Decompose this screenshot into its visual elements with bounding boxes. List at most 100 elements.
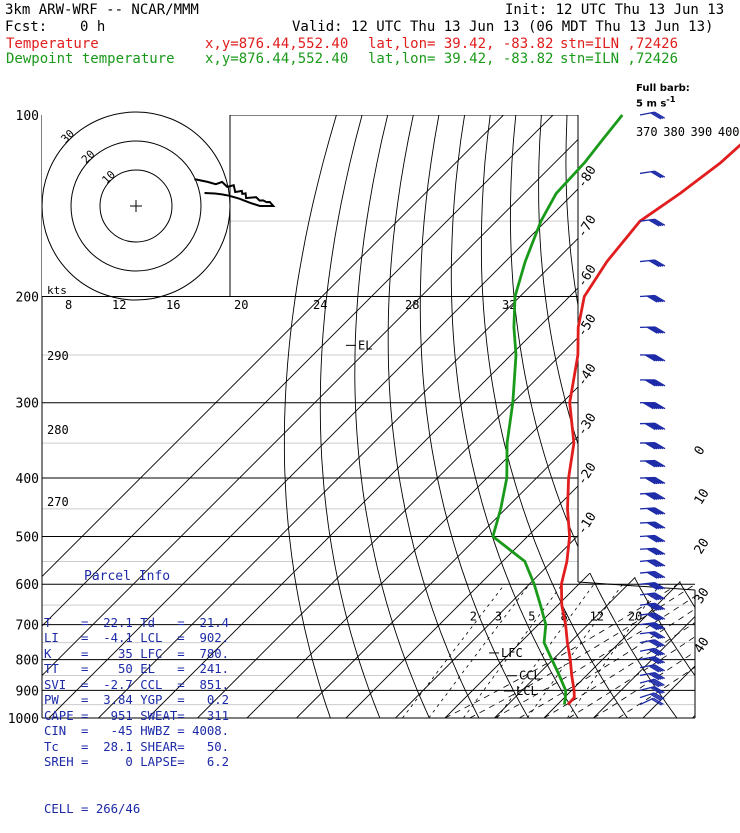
wind-barb [640,171,665,178]
level-marker-label: LFC [501,646,523,660]
pressure-tick-label: 500 [16,530,39,545]
temperature-xy: x,y=876.44,552.40 [205,36,348,52]
temperature-axis-label: 8 [65,298,72,312]
wind-barb [640,219,665,226]
wind-barb [640,380,665,386]
moist-adiabat [594,297,740,719]
theta-left-label: 280 [47,423,69,437]
mixing-ratio-label: 3 [495,610,502,624]
moist-adiabat [519,297,740,719]
temperature-legend: Temperature [6,36,99,52]
forecast-hour: 0 h [80,19,105,35]
full-barb-line1: Full barb: [636,83,690,94]
parcel-row: CIN = -45 HWBZ = 4008. [44,724,230,740]
wind-barb [640,572,665,579]
pressure-tick-label: 900 [16,684,39,699]
isotherm-tick-label: 20 [692,536,713,557]
parcel-row: CAPE = 951 SWEAT= 311 [44,709,230,725]
isotherm-line [346,115,740,718]
temperature-latlon: lat,lon= 39.42, -83.82 [368,36,553,52]
theta-tick-label: 390 [691,125,713,139]
isotherm-line [148,115,740,718]
mixing-ratio-label: 12 [590,610,604,624]
dry-adiabat [355,115,430,718]
temperature-axis-label: 20 [234,298,248,312]
valid-time: Valid: 12 UTC Thu 13 Jun 13 (06 MDT Thu … [292,19,713,35]
full-barb-exponent: -1 [666,94,675,104]
wind-barb [640,640,665,647]
isotherm-line [396,115,740,718]
temperature-axis-label: 16 [166,298,180,312]
right-axis-step [578,582,695,590]
level-marker-label: CCL [519,669,541,683]
wind-barb [640,560,665,567]
wind-barb [640,613,665,620]
hodograph-units: kts [47,284,67,297]
temperature-axis-label: 24 [313,298,327,312]
moist-adiabat [618,297,740,719]
wind-barb [640,477,665,483]
parcel-row: SREH = 0 LAPSE= 6.2 [44,755,230,771]
wind-barb [640,522,665,528]
pressure-tick-label: 200 [16,291,39,306]
full-barb-legend: Full barb: 5 m s-1 [636,84,690,109]
wind-barb [640,327,665,333]
pressure-tick-label: 700 [16,619,39,634]
mixing-ratio-label: 20 [628,610,642,624]
dry-adiabat [695,115,740,718]
isotherm-line [247,115,740,718]
dry-adiabat [481,115,627,718]
parcel-row: LI = -4.1 LCL = 902. [44,631,230,647]
wind-barb [640,403,665,409]
mixing-ratio-line [403,584,505,718]
isotherm-line [297,115,740,718]
isotherm-tick-label: 10 [692,486,713,507]
theta-tick-label: 380 [663,125,685,139]
wind-barb [640,593,665,600]
dry-adiabat [451,115,578,718]
parcel-row: T = 22.1 Td = 21.4 [44,616,230,632]
dewpoint-xy: x,y=876.44,552.40 [205,51,348,67]
temperature-axis-label: 12 [112,298,126,312]
parcel-row: K = 35 LFC = 780. [44,647,230,663]
pressure-tick-label: 100 [16,109,39,124]
wind-barb [640,632,665,639]
wind-barb [640,260,665,267]
theta-left-label: 290 [47,349,69,363]
moist-adiabat [544,297,740,719]
mixing-ratio-label: 5 [528,610,535,624]
parcel-row: SVI = -2.7 CCL = 851. [44,678,230,694]
dry-adiabat [593,115,740,718]
wind-barb [640,536,665,542]
model-title: 3km ARW-WRF -- NCAR/MMM [5,2,199,18]
wind-barb [640,657,665,664]
parcel-row: PW = 3.84 YGP = 0.2 [44,693,230,709]
isotherm-line [495,115,740,718]
wind-barb [640,443,665,449]
pressure-tick-label: 1000 [8,712,39,727]
isotherm-line [594,115,740,718]
isotherm-line [693,115,740,718]
temperature-axis-label: 28 [405,298,419,312]
isotherm-tick-label: 0 [692,444,709,459]
dewpoint-latlon: lat,lon= 39.42, -83.82 [368,51,553,67]
dewpoint-legend: Dewpoint temperature [6,51,175,67]
pressure-tick-label: 800 [16,654,39,669]
wind-barb [640,493,665,500]
dewpoint-station: stn=ILN ,72426 [560,51,678,67]
dry-adiabat [618,115,740,718]
dry-adiabat [388,115,479,718]
wind-barb [640,548,665,554]
wind-barb [640,673,665,680]
parcel-row: Tc = 28.1 SHEAR= 50. [44,740,230,756]
pressure-tick-label: 600 [16,578,39,593]
level-marker-label: EL [358,338,372,352]
wind-barb [640,648,665,655]
level-marker-label: LCL [516,684,538,698]
wind-barb [640,508,665,514]
pressure-tick-label: 300 [16,397,39,412]
theta-left-label: 270 [47,495,69,509]
dry-adiabat [721,115,740,718]
wind-barb [640,112,665,119]
